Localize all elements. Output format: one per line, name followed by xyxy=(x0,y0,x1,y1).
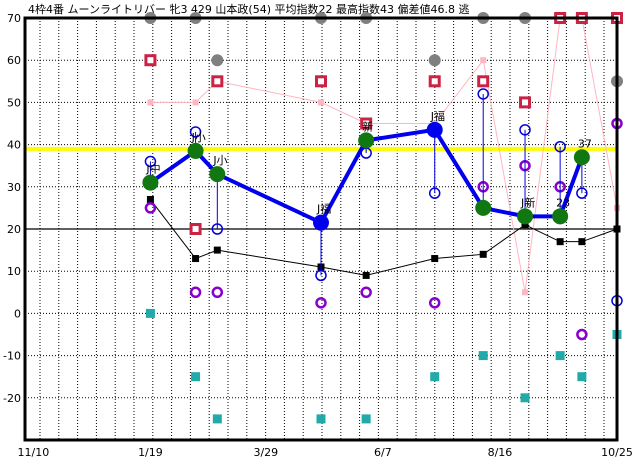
main-point xyxy=(552,208,569,225)
gray-point xyxy=(211,54,224,67)
x-tick-label: 1/19 xyxy=(138,446,163,459)
y-tick-label: -10 xyxy=(3,350,21,363)
blue-ring-point xyxy=(554,140,566,153)
y-tick-label: 50 xyxy=(7,96,21,109)
purple-point xyxy=(428,297,441,309)
purple-point xyxy=(315,297,327,309)
blue-ring-point xyxy=(189,126,202,138)
red-square-point xyxy=(189,223,202,235)
teal-point xyxy=(191,372,201,382)
blue-ring-point xyxy=(144,155,157,168)
main-point xyxy=(517,208,534,225)
black-point xyxy=(362,271,370,279)
black-point xyxy=(556,238,564,246)
purple-point xyxy=(360,286,372,299)
teal-point xyxy=(145,308,155,318)
main-point xyxy=(142,174,159,191)
black-point xyxy=(578,238,586,246)
black-point xyxy=(213,246,221,254)
y-tick-label: 70 xyxy=(7,12,21,25)
data-label: 新 xyxy=(362,119,373,133)
black-point xyxy=(431,255,439,263)
data-label: J小 xyxy=(191,131,206,144)
blue-ring-point xyxy=(477,88,489,100)
teal-point xyxy=(577,372,587,382)
red-square-point xyxy=(477,75,490,88)
main-point xyxy=(573,149,590,166)
blue-ring-point xyxy=(315,269,327,282)
y-tick-label: 30 xyxy=(7,181,21,194)
black-point xyxy=(192,255,200,263)
main-series-line xyxy=(149,127,584,226)
black-series-line xyxy=(150,199,618,276)
chart-title: 4枠4番 ムーンライトリバー 牝3 429 山本政(54) 平均指数22 最高指… xyxy=(28,2,469,16)
x-tick-label: 11/10 xyxy=(18,446,50,459)
blue-ring-point xyxy=(519,124,531,136)
teal-point xyxy=(555,351,565,361)
plot-border xyxy=(23,16,619,442)
pink-point xyxy=(318,99,324,106)
red-square-point xyxy=(315,75,327,88)
pink-point xyxy=(522,289,529,296)
x-tick-label: 3/29 xyxy=(253,446,278,459)
main-point xyxy=(313,214,329,231)
main-point xyxy=(187,142,204,159)
data-label: 23 xyxy=(556,196,570,209)
data-label: 37 xyxy=(578,137,592,150)
main-point xyxy=(475,199,492,216)
purple-point xyxy=(144,202,157,214)
black-point xyxy=(146,195,154,203)
data-label: J福 xyxy=(316,202,331,216)
pink-point xyxy=(147,99,154,106)
data-label: J新 xyxy=(520,195,535,209)
main-point xyxy=(209,166,226,183)
y-tick-label: 60 xyxy=(7,54,21,67)
red-square-point xyxy=(211,75,224,88)
purple-point xyxy=(576,328,588,341)
y-axis: 70 60 50 40 30 20 10 0 -10 -20 xyxy=(3,12,21,405)
red-square-point xyxy=(428,75,441,88)
pink-point xyxy=(192,99,199,106)
data-label: J小 xyxy=(212,154,227,167)
teal-point xyxy=(478,351,488,361)
pink-point xyxy=(480,57,487,64)
red-square-point xyxy=(144,54,157,67)
teal-point xyxy=(361,414,371,424)
black-point xyxy=(479,250,487,258)
gray-point xyxy=(428,54,441,67)
blue-ring-point xyxy=(576,187,588,199)
blue-ring-point xyxy=(428,187,441,199)
x-tick-label: 10/25 xyxy=(601,446,632,459)
teal-point xyxy=(316,414,326,424)
teal-point xyxy=(430,372,440,382)
y-tick-label: 40 xyxy=(7,139,21,152)
purple-point xyxy=(211,286,224,299)
blue-ring-point xyxy=(211,223,224,235)
x-tick-label: 8/16 xyxy=(488,446,513,459)
y-tick-label: 10 xyxy=(7,265,21,278)
purple-point xyxy=(189,286,202,299)
x-axis: 11/10 1/19 3/29 6/7 8/16 10/25 xyxy=(18,446,632,459)
data-label: J中 xyxy=(145,163,160,176)
y-tick-label: 20 xyxy=(7,223,21,236)
teal-point xyxy=(212,414,222,424)
data-label: J福 xyxy=(430,109,445,123)
main-point xyxy=(426,121,443,138)
black-point xyxy=(521,221,529,229)
x-tick-label: 6/7 xyxy=(374,446,392,459)
y-tick-label: 0 xyxy=(14,307,21,320)
y-tick-label: -20 xyxy=(3,392,21,405)
red-square-point xyxy=(519,96,532,109)
red-square-point xyxy=(360,117,373,130)
teal-point xyxy=(520,393,530,403)
main-point xyxy=(358,132,375,149)
